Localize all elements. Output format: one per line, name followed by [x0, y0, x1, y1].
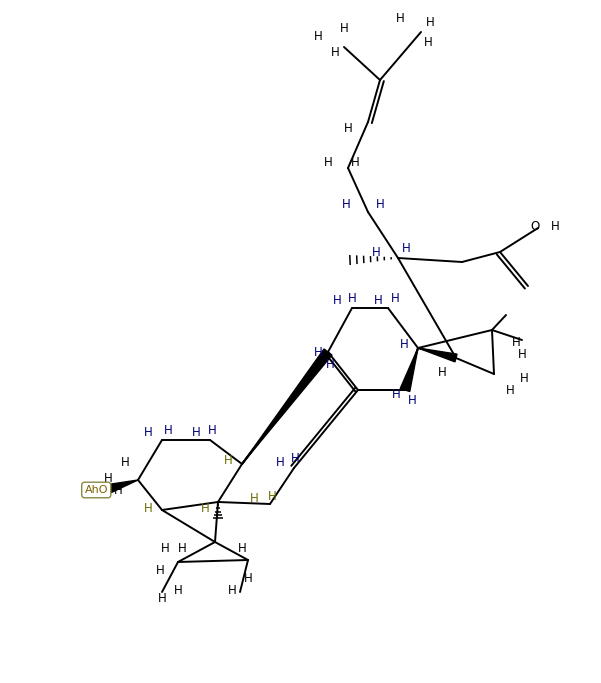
Text: H: H — [144, 426, 153, 438]
Text: H: H — [374, 294, 382, 307]
Text: H: H — [192, 426, 200, 438]
Text: H: H — [341, 197, 350, 210]
Text: H: H — [103, 471, 112, 484]
Text: H: H — [395, 12, 404, 25]
Polygon shape — [242, 349, 332, 464]
Text: H: H — [314, 29, 322, 42]
Text: H: H — [237, 542, 246, 555]
Polygon shape — [103, 480, 138, 494]
Text: H: H — [156, 563, 165, 576]
Text: H: H — [160, 542, 169, 555]
Text: H: H — [201, 501, 209, 514]
Text: H: H — [350, 156, 359, 169]
Text: H: H — [371, 245, 380, 258]
Text: H: H — [157, 591, 166, 604]
Text: H: H — [401, 242, 410, 255]
Text: H: H — [517, 348, 526, 361]
Text: AhO: AhO — [85, 485, 108, 495]
Text: H: H — [407, 393, 416, 406]
Text: H: H — [347, 292, 356, 305]
Text: H: H — [332, 294, 341, 307]
Text: H: H — [291, 451, 299, 464]
Text: H: H — [163, 423, 172, 436]
Text: H: H — [426, 16, 435, 29]
Text: H: H — [520, 372, 528, 385]
Text: H: H — [323, 156, 332, 169]
Text: H: H — [144, 501, 153, 514]
Text: H: H — [340, 21, 349, 35]
Text: H: H — [331, 46, 340, 59]
Text: O: O — [531, 219, 540, 232]
Text: H: H — [267, 490, 276, 503]
Text: H: H — [249, 492, 258, 505]
Text: H: H — [391, 292, 400, 305]
Text: H: H — [505, 383, 514, 397]
Polygon shape — [418, 348, 457, 362]
Text: H: H — [438, 365, 447, 378]
Text: H: H — [178, 542, 186, 555]
Text: H: H — [376, 199, 385, 212]
Text: H: H — [344, 122, 352, 135]
Text: H: H — [174, 583, 182, 596]
Text: H: H — [114, 484, 123, 497]
Text: H: H — [400, 339, 408, 352]
Text: H: H — [551, 219, 560, 232]
Text: H: H — [314, 346, 322, 359]
Text: H: H — [326, 359, 334, 372]
Text: H: H — [424, 36, 432, 48]
Text: H: H — [276, 456, 284, 469]
Text: H: H — [243, 572, 252, 585]
Text: H: H — [207, 423, 216, 436]
Text: H: H — [224, 454, 233, 466]
Text: H: H — [392, 389, 400, 402]
Text: H: H — [228, 583, 236, 596]
Polygon shape — [400, 348, 418, 391]
Text: H: H — [511, 335, 520, 348]
Text: H: H — [121, 456, 129, 469]
